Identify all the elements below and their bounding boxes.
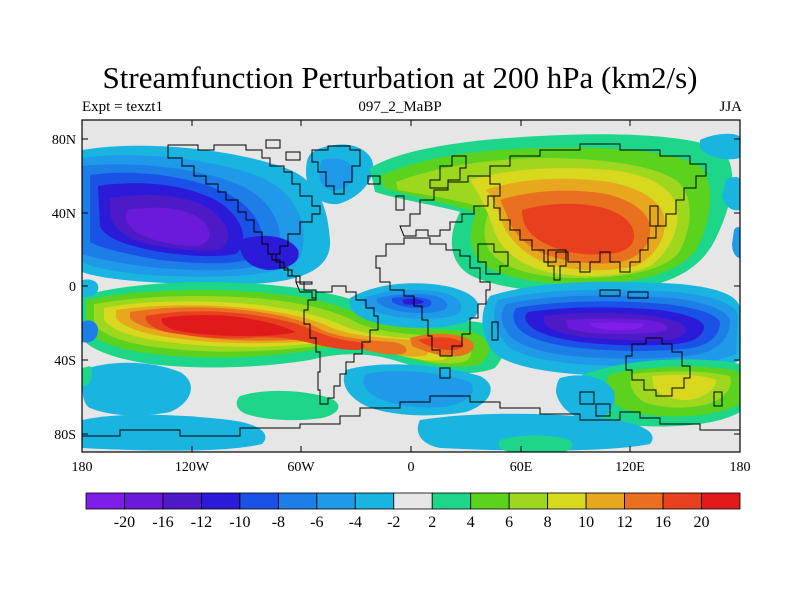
lat-label-40n: 40N	[52, 207, 76, 222]
case-label: 097_2_MaBP	[358, 99, 442, 115]
lon-label-60e: 60E	[510, 460, 533, 475]
colorbar: -20 -16 -12 -10 -8 -6 -4 -2 2 4 6 8 10 12 16 20	[85, 492, 741, 531]
colorbar-label: 20	[694, 514, 710, 531]
lat-label-80s: 80S	[54, 428, 76, 443]
lon-label-0: 0	[408, 460, 415, 475]
colorbar-label: -6	[310, 514, 323, 531]
colorbar-label: 6	[505, 514, 513, 531]
colorbar-swatch	[201, 492, 241, 510]
lon-label-60w: 60W	[287, 460, 315, 475]
colorbar-label: 10	[578, 514, 594, 531]
negative-blob-north-atlantic	[306, 144, 374, 205]
colorbar-label: -2	[387, 514, 400, 531]
colorbar-swatch	[124, 492, 164, 510]
colorbar-label: -12	[191, 514, 212, 531]
positive-center-south-pacific-high-lat	[573, 359, 740, 427]
lon-label-120w: 120W	[175, 460, 210, 475]
colorbar-swatch	[354, 492, 395, 510]
negative-blobs-southern-ocean	[82, 133, 740, 451]
colorbar-label: 8	[544, 514, 552, 531]
colorbar-swatch	[547, 492, 587, 510]
lon-label-180-right: 180	[730, 460, 751, 475]
colorbar-swatch	[162, 492, 202, 510]
map-ticks	[82, 120, 740, 452]
colorbar-swatch	[239, 492, 279, 510]
colorbar-swatch	[277, 492, 318, 510]
positive-blobs-southern	[82, 320, 573, 452]
season-label: JJA	[719, 99, 742, 115]
coastlines	[82, 139, 740, 437]
lon-label-120e: 120E	[615, 460, 645, 475]
colorbar-label: 16	[655, 514, 671, 531]
positive-center-asia	[370, 134, 733, 294]
lat-label-0: 0	[69, 280, 76, 295]
colorbar-swatch	[431, 492, 472, 510]
colorbar-label: 2	[428, 514, 436, 531]
figure-title: Streamfunction Perturbation at 200 hPa (…	[102, 60, 698, 95]
colorbar-swatch	[662, 492, 702, 510]
lon-label-180-left: 180	[72, 460, 93, 475]
colorbar-swatch	[701, 492, 741, 510]
colorbar-label: 4	[467, 514, 475, 531]
colorbar-swatch	[585, 492, 625, 510]
latitude-labels: 80N 40N 0 40S 80S	[52, 133, 76, 443]
colorbar-label: 12	[617, 514, 633, 531]
colorbar-label: -20	[114, 514, 135, 531]
colorbar-swatch	[85, 492, 125, 510]
colorbar-swatch	[393, 492, 433, 510]
colorbar-swatch	[508, 492, 549, 510]
colorbar-swatch	[316, 492, 356, 510]
negative-center-equatorial-atlantic	[349, 283, 479, 328]
longitude-labels: 180 120W 60W 0 60E 120E 180	[72, 460, 751, 475]
positive-band-south-pacific	[82, 282, 506, 374]
colorbar-label: -10	[229, 514, 250, 531]
lat-label-40s: 40S	[54, 354, 76, 369]
colorbar-label: -16	[152, 514, 173, 531]
lat-label-80n: 80N	[52, 133, 76, 148]
colorbar-label: -4	[349, 514, 362, 531]
colorbar-swatch	[624, 492, 664, 510]
experiment-label: Expt = texzt1	[82, 99, 163, 115]
colorbar-label: -8	[272, 514, 285, 531]
colorbar-swatch	[470, 492, 510, 510]
